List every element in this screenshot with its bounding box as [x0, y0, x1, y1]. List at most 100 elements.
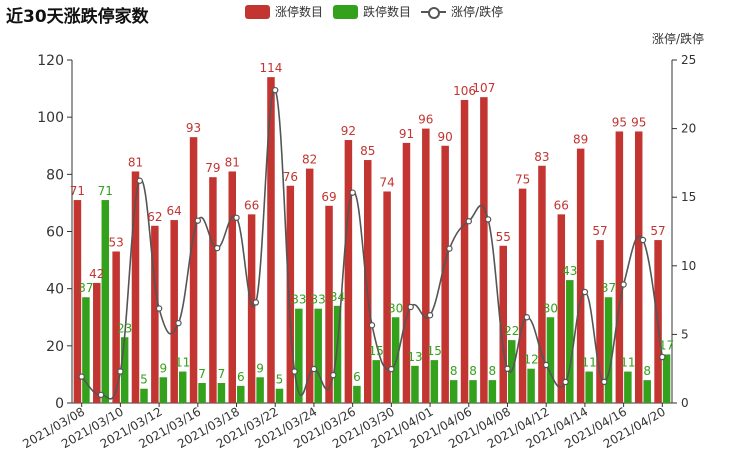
ratio-point — [465, 218, 472, 225]
bar-limit-down — [585, 371, 593, 403]
bar-limit-down — [643, 380, 651, 403]
bar-limit-up — [518, 188, 527, 403]
left-axis-tick-label: 120 — [37, 53, 64, 69]
data-label-limit-up: 76 — [283, 170, 298, 184]
ratio-point — [620, 281, 627, 288]
bar-limit-up — [325, 205, 333, 403]
bar-limit-down — [353, 385, 361, 403]
right-axis-tick-label: 0 — [681, 396, 689, 410]
ratio-point — [291, 368, 298, 375]
data-label-limit-down: 34 — [330, 290, 345, 304]
legend-item-limit-down[interactable]: 跌停数目 — [333, 3, 411, 20]
ratio-point — [581, 288, 589, 296]
data-label-limit-up: 106 — [453, 84, 476, 98]
data-label-limit-up: 82 — [302, 153, 317, 167]
ratio-point — [78, 373, 85, 380]
bar-limit-up — [209, 177, 217, 403]
bar-limit-up — [344, 140, 353, 404]
ratio-line-swatch — [421, 5, 447, 19]
bar-limit-down — [624, 371, 632, 403]
bar-limit-up — [441, 145, 449, 403]
left-axis-tick-label: 80 — [46, 167, 64, 183]
right-axis-tick-label: 25 — [681, 53, 696, 67]
ratio-point — [388, 365, 395, 373]
ratio-point — [233, 214, 240, 221]
data-label-limit-up: 62 — [147, 210, 162, 224]
bar-limit-up — [247, 214, 256, 403]
ratio-point — [155, 305, 163, 312]
bar-limit-down — [178, 371, 187, 403]
bar-limit-up — [189, 137, 198, 404]
left-axis-tick-label: 60 — [46, 225, 64, 241]
bar-limit-up — [286, 185, 295, 403]
data-label-limit-up: 81 — [225, 155, 240, 169]
bar-limit-up — [228, 171, 237, 403]
data-label-limit-down: 33 — [311, 293, 326, 307]
data-label-limit-down: 12 — [523, 353, 538, 367]
data-label-limit-down: 37 — [78, 281, 93, 295]
data-label-limit-up: 74 — [379, 175, 394, 189]
data-label-limit-down: 8 — [643, 364, 651, 378]
data-label-limit-down: 7 — [198, 367, 206, 381]
bar-limit-down — [217, 382, 226, 403]
ratio-point — [252, 299, 260, 306]
limit-down-swatch — [333, 4, 359, 19]
data-label-limit-down: 71 — [98, 184, 113, 198]
data-label-limit-up: 90 — [438, 130, 453, 144]
data-label-limit-down: 11 — [582, 356, 597, 370]
bar-limit-down — [527, 368, 535, 403]
right-axis-title: 涨停/跌停 — [651, 32, 704, 46]
bar-limit-up — [73, 200, 82, 403]
ratio-point — [330, 371, 337, 379]
bar-limit-up — [557, 214, 566, 403]
bar-limit-up — [402, 142, 411, 403]
bar-limit-down — [140, 388, 148, 403]
ratio-point — [175, 319, 182, 327]
data-label-limit-down: 5 — [276, 373, 284, 387]
data-label-limit-up: 79 — [205, 161, 220, 175]
ratio-point — [523, 314, 531, 321]
data-label-limit-down: 6 — [237, 370, 245, 384]
bar-limit-down — [604, 297, 613, 403]
data-label-limit-up: 92 — [341, 124, 356, 138]
data-label-limit-down: 23 — [117, 321, 132, 335]
legend-item-ratio[interactable]: 涨停/跌停 — [421, 3, 503, 20]
data-label-limit-down: 17 — [659, 338, 674, 352]
ratio-point — [136, 177, 143, 184]
bar-limit-up — [480, 97, 488, 404]
data-label-limit-up: 71 — [70, 184, 85, 198]
bar-limit-down — [372, 360, 380, 403]
ratio-point — [407, 303, 414, 311]
ratio-point — [446, 245, 453, 252]
ratio-point — [310, 365, 318, 373]
bar-limit-down — [159, 377, 168, 403]
data-label-limit-down: 30 — [388, 301, 403, 315]
bar-limit-down — [546, 317, 555, 403]
data-label-limit-up: 42 — [89, 267, 104, 281]
right-axis-tick-label: 5 — [681, 327, 689, 341]
bar-limit-down — [256, 377, 264, 403]
ratio-point — [117, 368, 124, 375]
bar-limit-up — [538, 165, 546, 403]
bar-limit-up — [576, 148, 585, 403]
data-label-limit-down: 9 — [256, 361, 264, 375]
data-label-limit-up: 83 — [534, 150, 549, 164]
legend-item-limit-up[interactable]: 涨停数目 — [245, 3, 323, 20]
bar-limit-up — [364, 160, 372, 403]
left-axis-tick-label: 100 — [37, 110, 64, 126]
bar-limit-down — [295, 308, 303, 403]
ratio-point — [213, 244, 221, 252]
bar-limit-down — [275, 388, 284, 403]
bar-limit-down — [333, 305, 342, 403]
bar-limit-down — [198, 382, 206, 403]
ratio-point — [426, 311, 434, 319]
bar-limit-down — [430, 360, 439, 403]
bar-limit-up — [112, 251, 120, 403]
bar-limit-down — [82, 297, 90, 403]
data-label-limit-up: 57 — [650, 224, 665, 238]
bar-limit-up — [383, 191, 391, 403]
data-label-limit-up: 96 — [418, 113, 433, 127]
data-label-limit-down: 8 — [450, 364, 458, 378]
